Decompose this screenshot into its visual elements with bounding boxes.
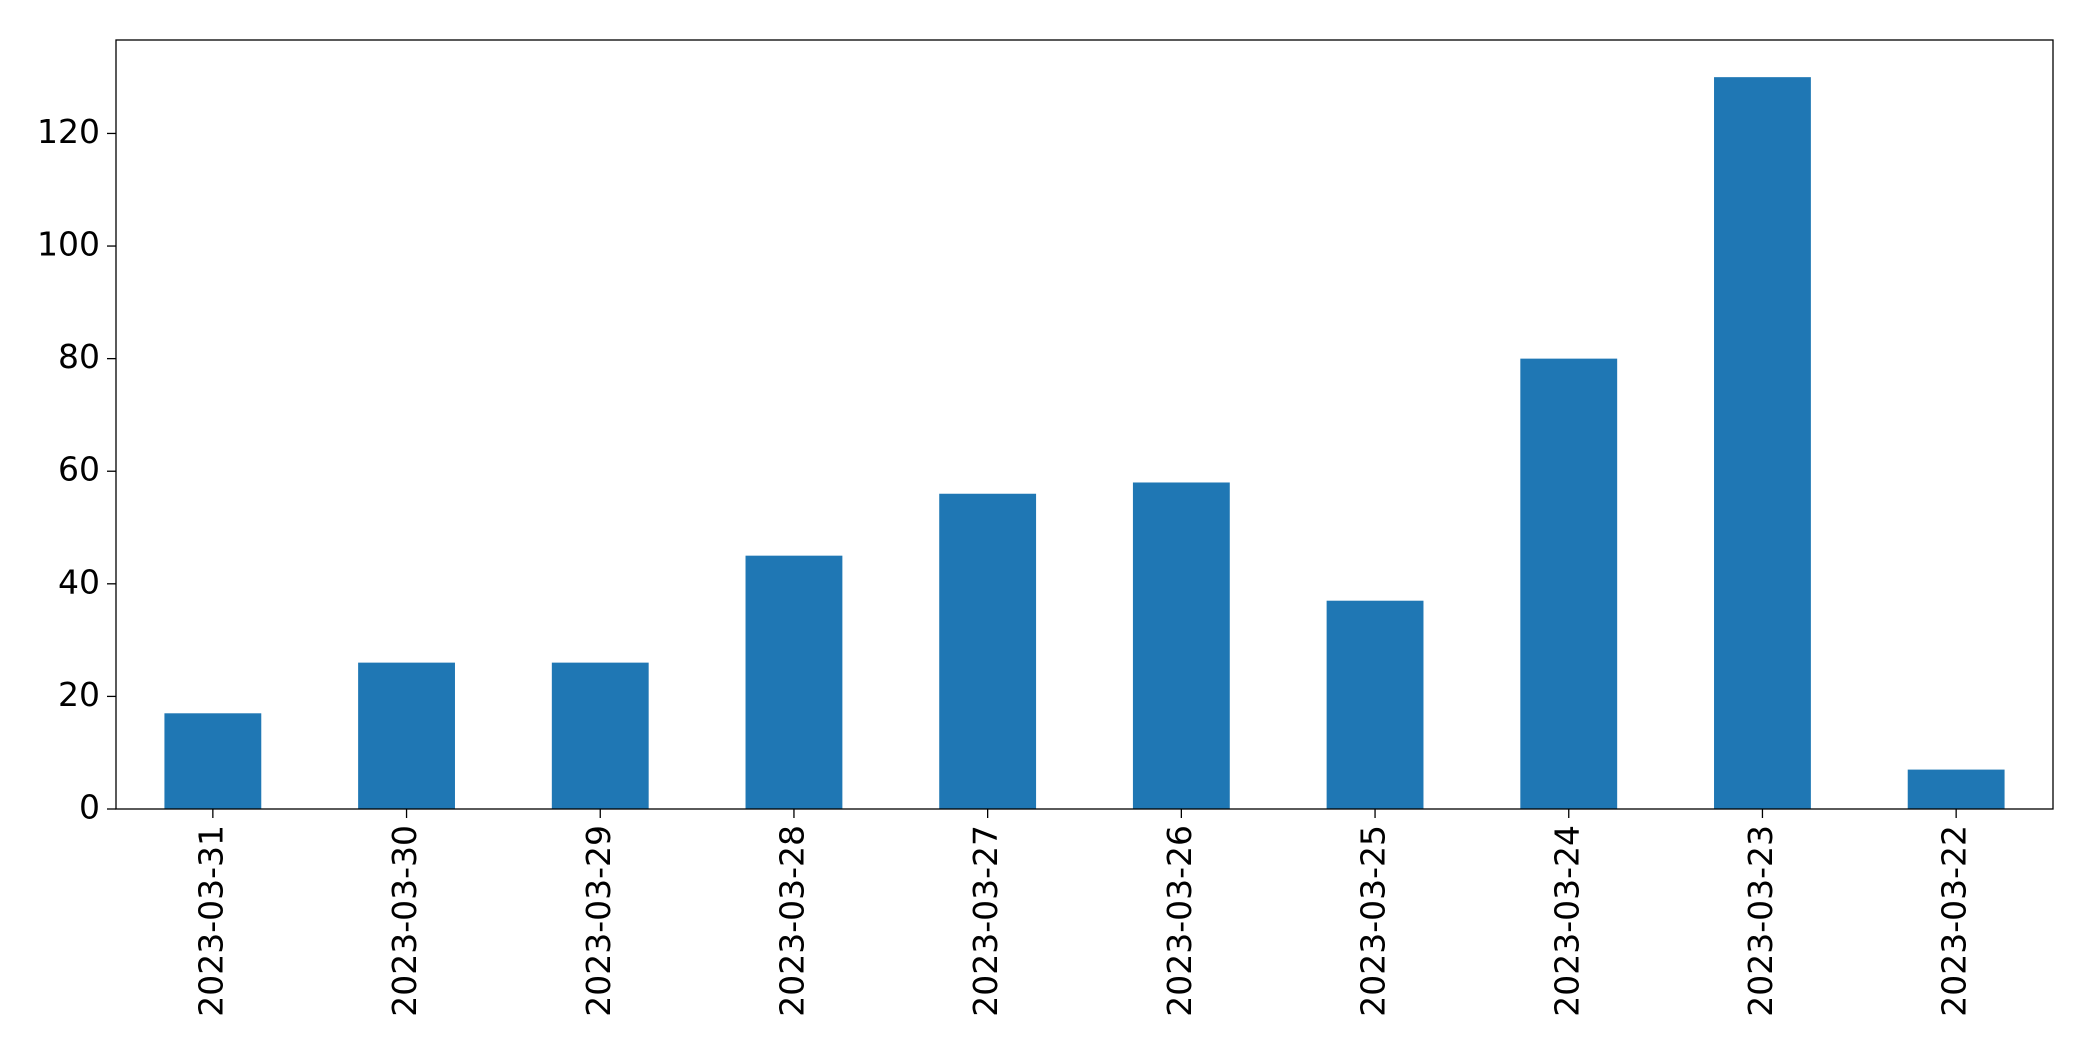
x-tick-label: 2023-03-24 — [1547, 825, 1586, 1017]
y-tick-label: 120 — [37, 112, 100, 151]
x-tick-label: 2023-03-26 — [1160, 825, 1199, 1017]
bar — [551, 662, 649, 809]
y-tick-label: 80 — [58, 337, 100, 376]
y-tick-label: 40 — [58, 562, 100, 601]
x-tick-label: 2023-03-30 — [385, 825, 424, 1017]
y-tick-label: 60 — [58, 450, 100, 489]
x-tick-label: 2023-03-27 — [966, 825, 1005, 1017]
x-tick-label: 2023-03-22 — [1935, 825, 1974, 1017]
bar — [1907, 769, 2005, 809]
x-tick-label: 2023-03-31 — [191, 825, 230, 1017]
bar — [1326, 600, 1424, 809]
x-tick-label: 2023-03-29 — [579, 825, 618, 1017]
bar — [358, 662, 455, 809]
bar — [745, 555, 843, 809]
x-tick-label: 2023-03-23 — [1741, 825, 1780, 1017]
bar — [939, 493, 1037, 809]
bar — [1520, 358, 1618, 809]
y-tick-label: 20 — [58, 675, 100, 714]
x-tick-label: 2023-03-28 — [772, 825, 811, 1017]
y-tick-label: 0 — [79, 788, 100, 827]
y-tick-label: 100 — [37, 225, 100, 264]
x-tick-label: 2023-03-25 — [1354, 825, 1393, 1017]
bar — [1132, 482, 1230, 809]
plot-frame — [115, 39, 2054, 810]
bar — [164, 713, 262, 809]
bar — [1714, 77, 1811, 809]
